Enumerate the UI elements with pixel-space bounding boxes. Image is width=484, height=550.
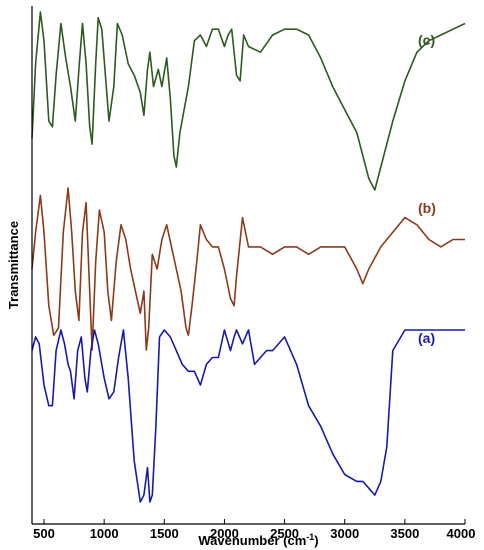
series-label-a: (a): [418, 330, 435, 346]
series-group: [31, 11, 466, 503]
series-label-c: (c): [418, 32, 435, 48]
series-line-b: [31, 187, 465, 351]
x-tick-label: 2000: [210, 526, 239, 541]
x-tick-label: 500: [33, 526, 55, 541]
x-tick-label: 3000: [330, 526, 359, 541]
series-line-c: [31, 11, 466, 191]
series-labels: (c) (b) (a): [418, 32, 436, 346]
series-label-b: (b): [418, 200, 436, 216]
x-tick-label: 1000: [90, 526, 119, 541]
x-tick-label: 1500: [150, 526, 179, 541]
x-tick-label: 2500: [270, 526, 299, 541]
x-tick-label: 3500: [390, 526, 419, 541]
axes: 500 1000 1500 2000 2500 3000 3500 4000: [31, 6, 476, 541]
x-axis-title: Wavenumber (cm-1): [198, 532, 318, 548]
x-tick-label: 4000: [447, 526, 476, 541]
y-axis-title: Transmittance: [6, 221, 21, 309]
series-line-a: [31, 329, 465, 503]
